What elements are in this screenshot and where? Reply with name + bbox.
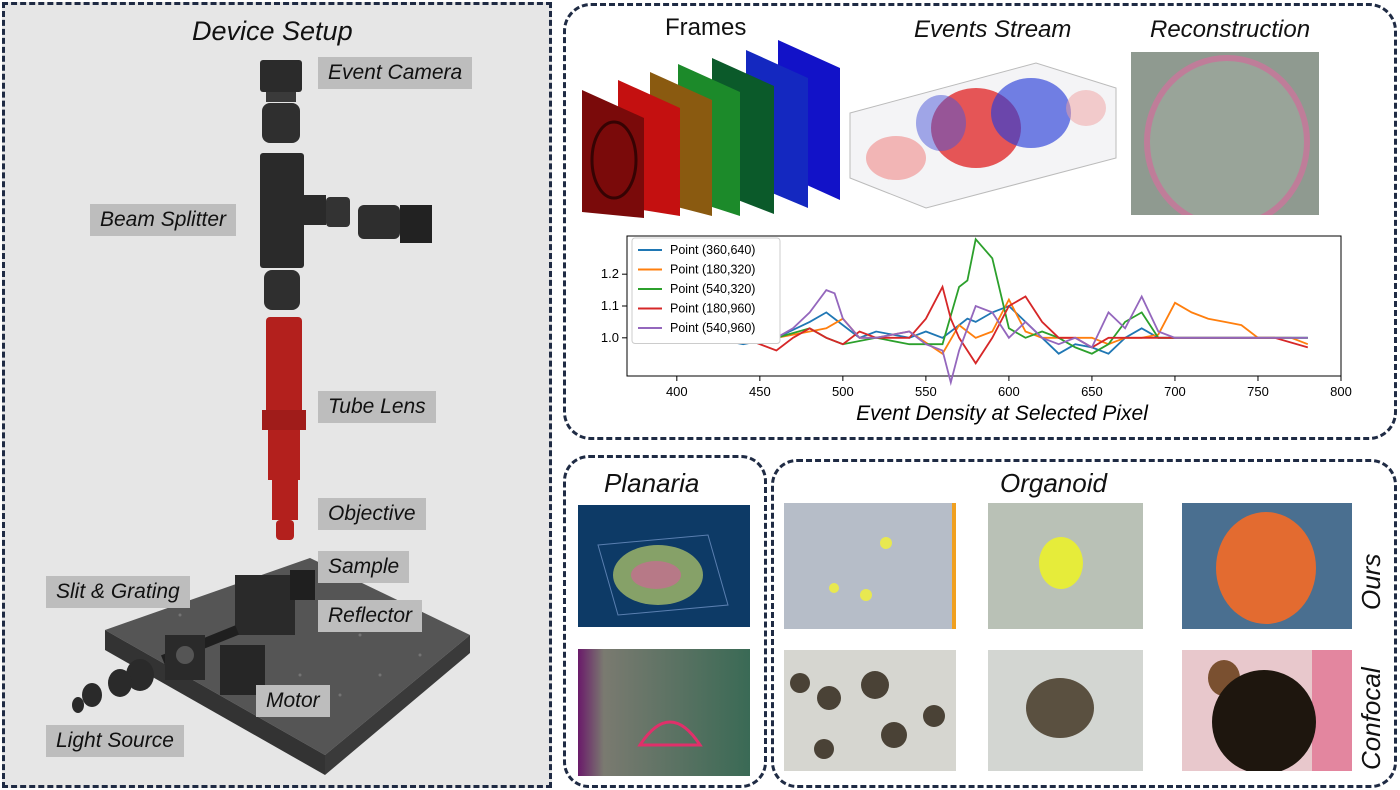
organoid-ours-2 [988, 503, 1143, 629]
legend-label-2: Point (540,320) [670, 282, 755, 296]
y-tick-label-2: 1.2 [601, 266, 619, 281]
events-stream [849, 62, 1117, 209]
chart-legend: Point (360,640) Point (180,320) Point (540… [631, 237, 781, 344]
label-reflector: Reflector [318, 600, 423, 632]
organoid-ours-3 [1182, 503, 1352, 629]
label-beam-splitter: Beam Splitter [90, 204, 237, 236]
light-source-shape [82, 683, 102, 707]
series-line-3 [676, 284, 1309, 365]
legend-label-1: Point (180,320) [670, 263, 755, 277]
tube-lens-shape [266, 317, 302, 417]
organoid-confocal-2 [988, 650, 1143, 771]
x-tick-label-3: 550 [915, 384, 937, 399]
legend-label-3: Point (180,960) [670, 302, 755, 316]
planaria-section-image [578, 649, 750, 776]
frames-stack [582, 40, 840, 218]
organoid-panel [771, 459, 1397, 788]
reconstruction-title: Reconstruction [1150, 16, 1311, 43]
organoid-title: Organoid [1000, 468, 1107, 498]
frames-title: Frames [665, 14, 747, 41]
label-light-source: Light Source [46, 725, 184, 757]
legend-label-0: Point (360,640) [670, 243, 755, 257]
x-tick-label-5: 650 [1081, 384, 1103, 399]
x-tick-label-7: 750 [1247, 384, 1269, 399]
chart-xlabel: Event Density at Selected Pixel [856, 402, 1149, 425]
reconstruction-image [1131, 52, 1319, 215]
y-ticks-group: 1.0 1.1 1.2 [601, 266, 627, 345]
x-tick-label-8: 800 [1330, 384, 1352, 399]
row-label-confocal: Confocal [1356, 667, 1386, 770]
legend-label-4: Point (540,960) [670, 321, 755, 335]
label-event-camera: Event Camera [318, 57, 473, 89]
event-density-chart: 400 450 500 550 600 650 700 750 800 1.0 1.1 1.2 Po… [601, 235, 1352, 425]
organoid-confocal-3 [1182, 650, 1352, 771]
events-title: Events Stream [914, 16, 1072, 43]
reflector-shape [235, 575, 295, 635]
series-line-4 [676, 289, 1308, 386]
x-tick-label-4: 600 [998, 384, 1020, 399]
organoid-confocal-1 [784, 650, 956, 771]
y-tick-label-1: 1.1 [601, 298, 619, 313]
pipeline-panel [563, 3, 1397, 440]
organoid-ours-1 [784, 503, 956, 629]
x-tick-label-0: 400 [666, 384, 688, 399]
label-sample: Sample [318, 551, 410, 583]
x-tick-label-1: 450 [749, 384, 771, 399]
y-tick-label-0: 1.0 [601, 330, 619, 345]
label-slit-grating: Slit & Grating [46, 576, 190, 608]
x-ticks-group: 400 450 500 550 600 650 700 750 800 [666, 376, 1352, 399]
label-objective: Objective [318, 498, 426, 530]
label-motor: Motor [256, 685, 330, 717]
x-tick-label-6: 700 [1164, 384, 1186, 399]
chart-series-group [676, 237, 1309, 386]
row-label-ours: Ours [1356, 553, 1386, 610]
legend-box [631, 237, 781, 344]
planaria-3d-image [578, 505, 750, 627]
event-camera-shape [260, 60, 302, 92]
planaria-panel [563, 455, 767, 788]
label-tube-lens: Tube Lens [318, 391, 436, 423]
device-setup-title: Device Setup [192, 16, 353, 46]
x-tick-label-2: 500 [832, 384, 854, 399]
planaria-title: Planaria [604, 468, 700, 498]
